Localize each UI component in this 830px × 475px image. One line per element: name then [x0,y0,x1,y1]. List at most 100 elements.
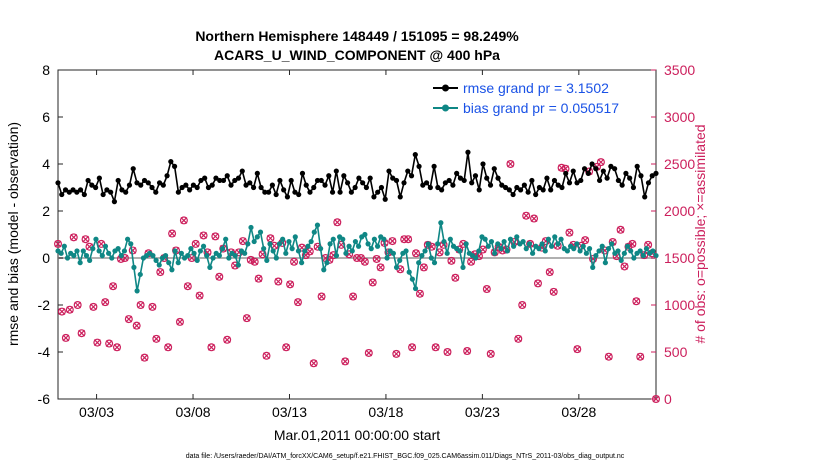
y2-tick-label: 1500 [664,250,695,266]
obs-count-marker [522,211,531,220]
y-axis-left: -6 -4 -2 0 2 4 6 8 [38,62,63,407]
rmse-point [397,194,403,200]
rmse-point [202,175,208,181]
obs-count-marker [514,334,523,343]
legend-rmse-marker [442,84,449,92]
rmse-point [487,182,494,188]
obs-count-marker [596,158,605,167]
bias-point [324,260,330,266]
y2-tick-label: 3000 [664,109,695,125]
obs-count-marker [191,239,200,248]
bias-point [428,255,434,261]
rmse-point [149,184,155,191]
rmse-point [593,166,599,172]
rmse-point [454,170,460,176]
rmse-point [209,182,215,188]
obs-count-marker [132,321,141,330]
bias-point [593,253,599,259]
bias-point [125,236,131,242]
y-tick-label: 6 [42,109,50,125]
y2-tick-label: 2500 [664,156,695,172]
rmse-point [442,180,448,186]
bias-point [507,236,514,242]
rmse-point [66,189,72,195]
bias-point [444,250,450,256]
obs-count-marker [333,218,342,227]
rmse-point [311,184,317,191]
rmse-point [390,175,396,181]
rmse-point [141,177,148,184]
rmse-point [337,189,343,195]
bias-point [431,260,438,266]
rmse-point [77,187,84,193]
bias-point [194,257,200,263]
obs-count-marker [447,256,456,265]
rmse-point [344,180,351,186]
rmse-point [288,177,294,184]
rmse-point [382,196,388,202]
bias-point [558,236,564,242]
y-tick-label: 8 [42,62,50,78]
rmse-point [111,199,118,205]
bias-point [628,248,634,254]
rmse-point [491,166,497,172]
bias-point [485,243,491,249]
rmse-point [645,180,652,186]
bias-point [302,248,308,254]
bias-point [200,243,207,249]
bias-point [539,241,545,247]
obs-count-marker [183,282,192,291]
bias-point [545,236,552,242]
rmse-point [472,173,479,179]
bias-point [77,260,83,266]
bias-point [390,250,396,256]
bias-point [463,241,469,247]
rmse-point [548,187,554,193]
obs-count-marker [53,239,62,248]
bias-point [526,241,533,247]
bias-point [653,253,659,259]
rmse-point [232,177,238,184]
obs-count-marker [573,345,582,354]
bias-series [55,220,659,294]
obs-count-marker [581,236,590,245]
rmse-point [589,161,595,167]
bias-point [83,253,90,259]
rmse-point [566,180,573,186]
obs-count-marker [364,348,373,357]
rmse-point [303,182,309,188]
rmse-point [638,173,644,179]
bias-point [580,243,586,249]
rmse-series [55,149,659,205]
bias-point [197,248,203,254]
bias-point [96,248,102,254]
bias-point [602,260,608,266]
bias-point [99,253,105,259]
bias-point [425,241,431,247]
rmse-point [518,187,524,193]
bias-point [327,241,333,247]
bias-point [412,285,419,292]
rmse-point [540,187,546,193]
rmse-point [551,177,558,184]
rmse-point [431,163,437,169]
bias-point [90,246,96,252]
bias-point [137,271,143,278]
rmse-point [367,175,373,181]
rmse-point [93,184,99,191]
obs-count-marker [73,301,82,310]
rmse-point [70,187,76,193]
rmse-point [484,175,490,181]
bias-point [368,246,374,252]
bias-point [552,234,558,240]
bias-point [283,250,289,256]
bias-point [232,253,238,259]
obs-count-marker [388,237,397,246]
bias-point [242,250,248,256]
y-tick-label: -6 [38,391,51,407]
y-tick-label: 4 [42,156,50,172]
rmse-point [156,180,163,186]
bias-point [555,241,561,247]
obs-count-marker [467,257,476,266]
bias-point [207,264,213,270]
